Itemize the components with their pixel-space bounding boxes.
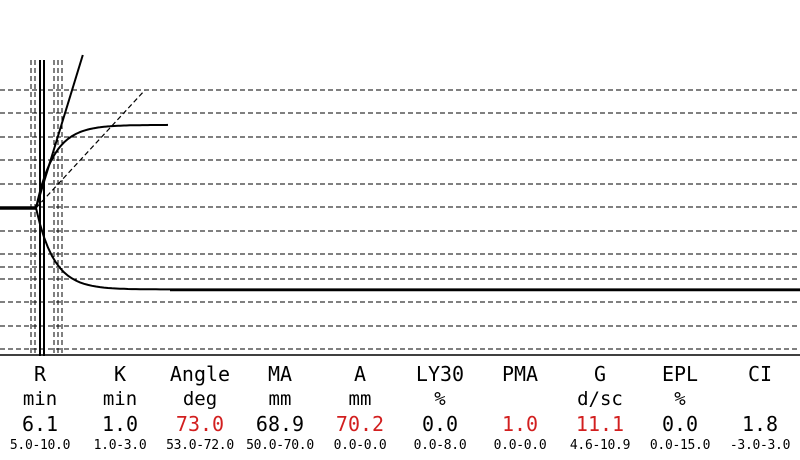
param-value: 11.1	[575, 412, 625, 436]
param-value: 1.0	[501, 412, 539, 436]
param-value: 73.0	[175, 412, 225, 436]
param-range: 0.0-0.0	[493, 438, 547, 453]
param-value: 1.8	[741, 412, 779, 436]
param-unit: %	[674, 388, 686, 410]
param-unit	[480, 387, 560, 411]
param-value: 68.9	[255, 412, 305, 436]
angle-guide-line	[35, 89, 146, 209]
param-range: 0.0-0.0	[333, 438, 387, 453]
param-name: CI	[747, 362, 773, 386]
lower-amplitude-curve	[35, 207, 800, 291]
grid-lines	[0, 89, 800, 356]
param-value: 1.0	[101, 412, 139, 436]
amplitude-curves	[0, 54, 800, 292]
param-name: A	[353, 362, 367, 386]
param-name: R	[33, 362, 47, 386]
param-range: 5.0-10.0	[9, 438, 71, 453]
param-column-angle: Angle deg 73.0 53.0-72.0	[160, 362, 240, 455]
param-range: -3.0-3.0	[729, 438, 791, 453]
param-range: 0.0-15.0	[649, 438, 711, 453]
param-column-ci: CI 1.8 -3.0-3.0	[720, 362, 800, 455]
param-range: 53.0-72.0	[166, 438, 234, 453]
param-unit	[720, 387, 800, 411]
param-column-epl: EPL% 0.0 0.0-15.0	[640, 362, 720, 455]
param-unit: %	[434, 388, 446, 410]
param-value: 6.1	[21, 412, 59, 436]
angle-tangent-line	[35, 54, 84, 209]
param-column-pma: PMA 1.0 0.0-0.0	[480, 362, 560, 455]
param-range: 50.0-70.0	[246, 438, 314, 453]
param-name: G	[593, 362, 607, 386]
param-unit: mm	[348, 388, 372, 410]
param-unit: deg	[182, 388, 218, 410]
param-value: 0.0	[421, 412, 459, 436]
param-name: PMA	[501, 362, 539, 386]
param-value: 0.0	[661, 412, 699, 436]
param-column-ly30: LY30% 0.0 0.0-8.0	[400, 362, 480, 455]
param-unit: d/sc	[577, 388, 623, 410]
param-name: K	[113, 362, 127, 386]
param-range: 0.0-8.0	[413, 438, 467, 453]
param-unit: min	[22, 388, 58, 410]
param-name: LY30	[415, 362, 465, 386]
param-name: Angle	[169, 362, 231, 386]
param-name: EPL	[661, 362, 699, 386]
param-range: 4.6-10.9	[569, 438, 631, 453]
upper-amplitude-curve	[35, 123, 169, 209]
param-value: 70.2	[335, 412, 385, 436]
param-column-ma: MA mm 68.9 50.0-70.0	[240, 362, 320, 455]
param-unit: min	[102, 388, 138, 410]
param-unit: mm	[268, 388, 292, 410]
teg-tracing	[0, 54, 800, 356]
param-name: MA	[267, 362, 293, 386]
param-range: 1.0-3.0	[93, 438, 147, 453]
